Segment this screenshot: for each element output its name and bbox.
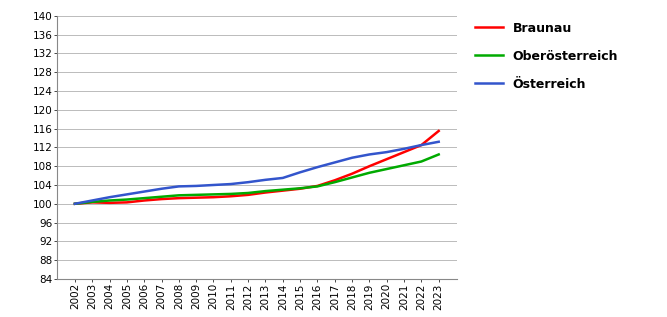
- Oberösterreich: [400, 163, 408, 167]
- Braunau: [244, 193, 252, 197]
- Österreich: [227, 182, 235, 186]
- Österreich: [313, 165, 321, 169]
- Braunau: [123, 200, 131, 204]
- Österreich: [123, 192, 131, 196]
- Oberösterreich: [366, 171, 374, 175]
- Österreich: [331, 160, 339, 164]
- Oberösterreich: [331, 180, 339, 184]
- Braunau: [192, 196, 200, 200]
- Braunau: [313, 184, 321, 188]
- Line: Österreich: Österreich: [75, 142, 439, 204]
- Österreich: [400, 147, 408, 151]
- Oberösterreich: [383, 167, 391, 171]
- Braunau: [331, 178, 339, 182]
- Braunau: [227, 194, 235, 198]
- Oberösterreich: [348, 176, 356, 179]
- Braunau: [88, 200, 96, 204]
- Österreich: [279, 176, 287, 180]
- Braunau: [383, 157, 391, 161]
- Braunau: [279, 189, 287, 192]
- Braunau: [105, 201, 113, 205]
- Oberösterreich: [105, 198, 113, 202]
- Österreich: [383, 150, 391, 154]
- Oberösterreich: [227, 192, 235, 196]
- Oberösterreich: [140, 196, 148, 200]
- Legend: Braunau, Oberösterreich, Österreich: Braunau, Oberösterreich, Österreich: [475, 22, 618, 91]
- Line: Braunau: Braunau: [75, 131, 439, 204]
- Line: Oberösterreich: Oberösterreich: [75, 154, 439, 204]
- Oberösterreich: [123, 198, 131, 202]
- Österreich: [175, 184, 183, 188]
- Braunau: [366, 164, 374, 168]
- Oberösterreich: [192, 193, 200, 197]
- Österreich: [157, 187, 165, 191]
- Oberösterreich: [296, 186, 304, 190]
- Oberösterreich: [313, 184, 321, 188]
- Braunau: [348, 172, 356, 176]
- Braunau: [435, 129, 443, 133]
- Oberösterreich: [244, 191, 252, 195]
- Oberösterreich: [157, 195, 165, 199]
- Braunau: [140, 198, 148, 202]
- Österreich: [418, 143, 426, 147]
- Oberösterreich: [279, 188, 287, 191]
- Braunau: [418, 143, 426, 147]
- Braunau: [71, 202, 79, 206]
- Österreich: [192, 184, 200, 188]
- Österreich: [435, 140, 443, 144]
- Österreich: [366, 152, 374, 156]
- Braunau: [157, 197, 165, 201]
- Österreich: [296, 171, 304, 174]
- Österreich: [105, 195, 113, 199]
- Oberösterreich: [418, 159, 426, 163]
- Österreich: [88, 198, 96, 202]
- Österreich: [140, 190, 148, 193]
- Österreich: [348, 156, 356, 160]
- Österreich: [261, 178, 269, 182]
- Braunau: [261, 191, 269, 194]
- Oberösterreich: [435, 152, 443, 156]
- Oberösterreich: [261, 189, 269, 193]
- Oberösterreich: [88, 200, 96, 204]
- Oberösterreich: [175, 193, 183, 197]
- Oberösterreich: [209, 192, 217, 196]
- Braunau: [296, 187, 304, 191]
- Braunau: [400, 150, 408, 154]
- Braunau: [175, 196, 183, 200]
- Oberösterreich: [71, 202, 79, 206]
- Österreich: [244, 180, 252, 184]
- Österreich: [71, 202, 79, 206]
- Braunau: [209, 195, 217, 199]
- Österreich: [209, 183, 217, 187]
